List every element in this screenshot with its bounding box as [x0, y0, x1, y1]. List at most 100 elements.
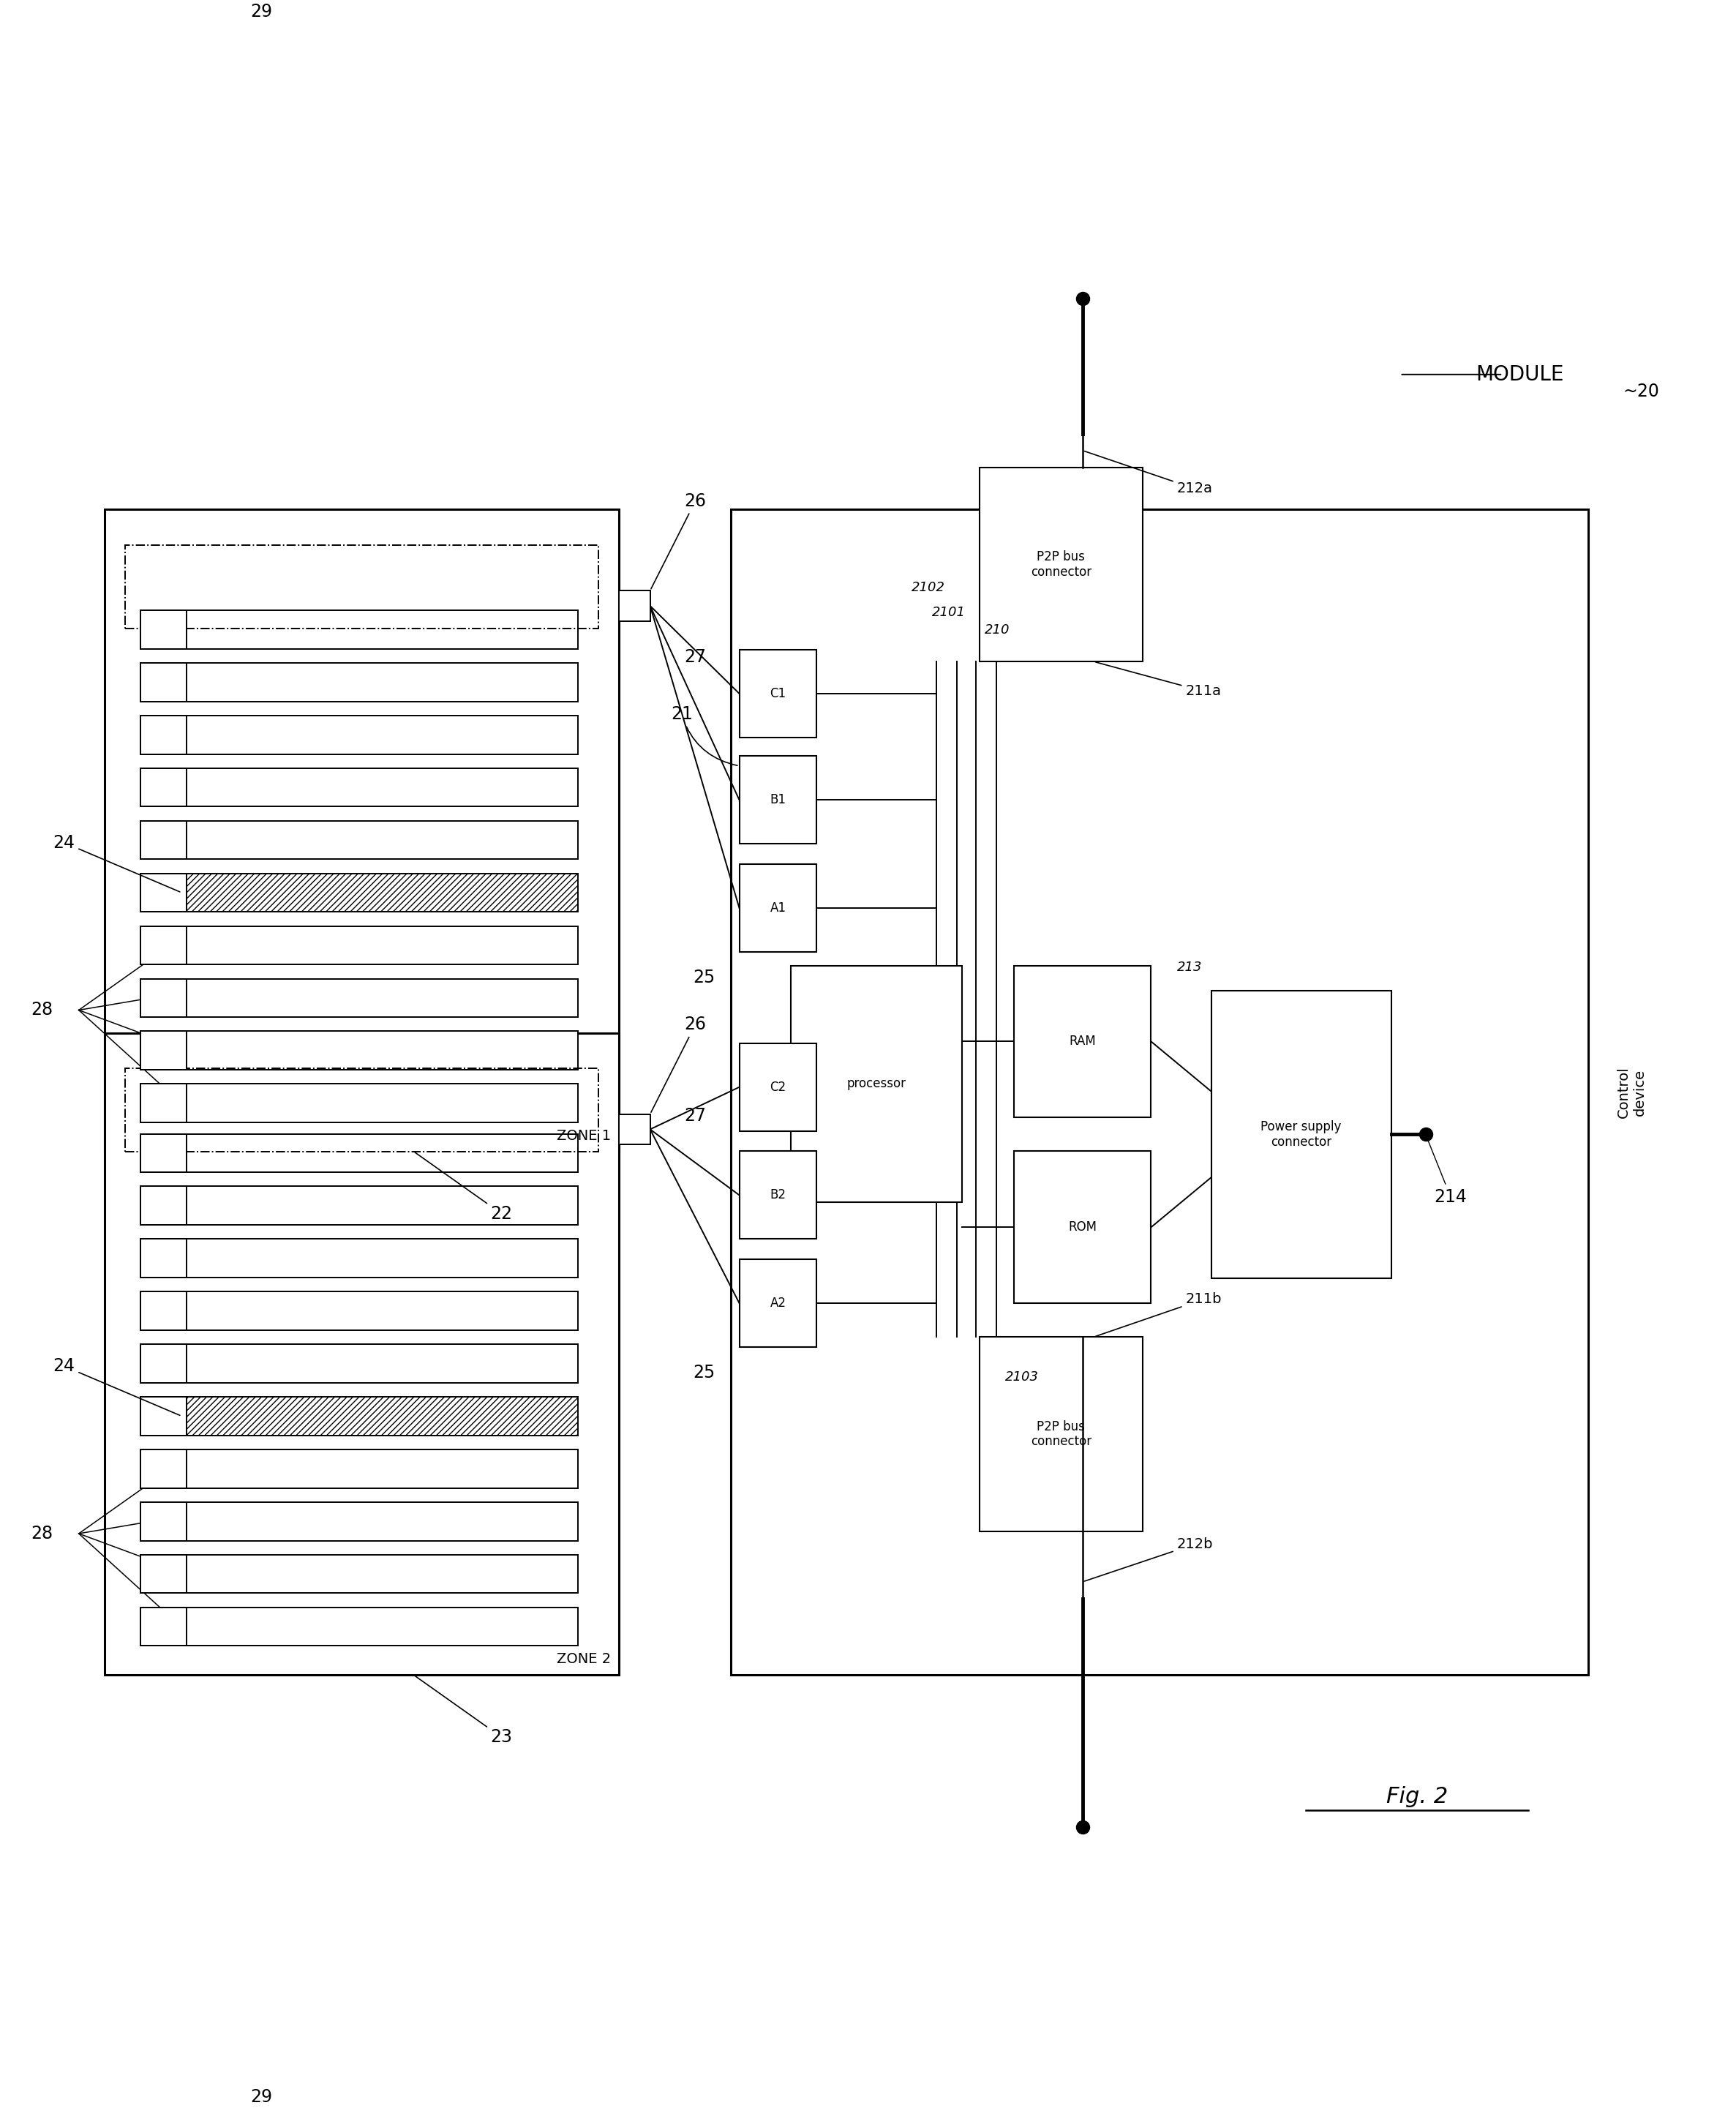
Bar [979, 468, 1142, 662]
Text: 210: 210 [984, 624, 1010, 637]
Text: 211a: 211a [1095, 662, 1220, 698]
Text: 24: 24 [54, 835, 181, 892]
Bar [740, 1043, 816, 1132]
Text: 22: 22 [415, 1153, 512, 1223]
Text: 29: 29 [250, 2, 273, 21]
Text: 211b: 211b [1095, 1292, 1222, 1336]
Bar [141, 1398, 187, 1436]
Bar [1014, 1151, 1151, 1303]
Bar [740, 1258, 816, 1347]
Text: C1: C1 [769, 687, 786, 700]
Text: Power supply
connector: Power supply connector [1260, 1119, 1342, 1149]
Bar [740, 1151, 816, 1240]
Text: P2P bus
connector: P2P bus connector [1031, 550, 1092, 578]
Text: P2P bus
connector: P2P bus connector [1031, 1421, 1092, 1448]
Text: C2: C2 [769, 1081, 786, 1094]
Text: 28: 28 [31, 1524, 54, 1543]
Text: 21: 21 [670, 706, 738, 765]
Bar [740, 649, 816, 738]
Bar [1014, 965, 1151, 1117]
Text: 212b: 212b [1085, 1537, 1213, 1581]
Bar [141, 1503, 187, 1541]
Bar [740, 864, 816, 953]
Bar [979, 1336, 1142, 1530]
Bar [141, 715, 187, 755]
Bar [141, 978, 578, 1018]
Bar [141, 1608, 578, 1646]
Bar [141, 1240, 187, 1277]
Text: 27: 27 [684, 649, 707, 666]
Text: B1: B1 [769, 793, 786, 807]
Text: A2: A2 [769, 1296, 786, 1309]
Text: RAM: RAM [1069, 1035, 1095, 1048]
Bar [141, 1084, 187, 1121]
Bar [141, 1608, 187, 1646]
Text: Fig. 2: Fig. 2 [1387, 1785, 1448, 1807]
Text: 27: 27 [684, 1107, 707, 1124]
Bar [141, 1345, 578, 1383]
Bar [125, 1069, 599, 1151]
Bar [792, 965, 962, 1202]
Bar [141, 1134, 578, 1172]
Text: 25: 25 [693, 1364, 715, 1381]
Bar [141, 873, 187, 913]
Bar [141, 820, 187, 860]
Text: 25: 25 [693, 970, 715, 987]
Bar [1212, 991, 1391, 1277]
Bar [141, 925, 578, 965]
Bar [104, 1033, 620, 1674]
Bar [141, 1187, 187, 1225]
Text: 214: 214 [1427, 1136, 1467, 1206]
Bar [141, 1292, 578, 1330]
Bar [141, 1503, 578, 1541]
Text: 2102: 2102 [911, 582, 944, 594]
Bar [141, 662, 187, 702]
Bar [731, 510, 1588, 1674]
Bar [141, 1398, 578, 1436]
Bar [141, 978, 187, 1018]
Text: 213: 213 [1177, 961, 1203, 974]
Bar [141, 1345, 187, 1383]
Bar [125, 544, 599, 628]
Bar [141, 1240, 578, 1277]
Bar [141, 1134, 187, 1172]
Text: ZONE 1: ZONE 1 [557, 1130, 611, 1143]
Text: MODULE: MODULE [1476, 365, 1564, 386]
Bar [141, 1556, 187, 1594]
Text: A1: A1 [769, 902, 786, 915]
Text: 26: 26 [651, 1016, 707, 1113]
Bar [141, 767, 187, 807]
Text: Control
device: Control device [1616, 1067, 1646, 1117]
Text: 29: 29 [250, 2089, 273, 2106]
Text: 26: 26 [651, 493, 707, 588]
Bar [141, 715, 578, 755]
Text: 28: 28 [31, 1001, 54, 1018]
Text: ZONE 2: ZONE 2 [557, 1653, 611, 1665]
Text: ROM: ROM [1068, 1221, 1097, 1233]
Bar [141, 1450, 187, 1488]
Bar [141, 767, 578, 807]
Text: 2103: 2103 [1005, 1370, 1038, 1385]
Bar [141, 662, 578, 702]
Bar [141, 611, 578, 649]
Text: 212a: 212a [1085, 451, 1213, 495]
Bar [620, 590, 649, 622]
Bar [620, 1115, 649, 1145]
Bar [141, 1187, 578, 1225]
Bar [740, 757, 816, 843]
Bar [141, 1450, 578, 1488]
Text: 2101: 2101 [932, 607, 965, 620]
Bar [141, 611, 187, 649]
Bar [104, 510, 620, 1151]
Bar [141, 873, 578, 913]
Bar [141, 820, 578, 860]
Text: processor: processor [847, 1077, 906, 1090]
Text: ~20: ~20 [1623, 382, 1660, 401]
Bar [141, 925, 187, 965]
Bar [141, 1556, 578, 1594]
Text: 23: 23 [415, 1676, 512, 1745]
Bar [141, 1292, 187, 1330]
Text: 24: 24 [54, 1358, 181, 1414]
Text: B2: B2 [769, 1189, 786, 1202]
Bar [141, 1084, 578, 1121]
